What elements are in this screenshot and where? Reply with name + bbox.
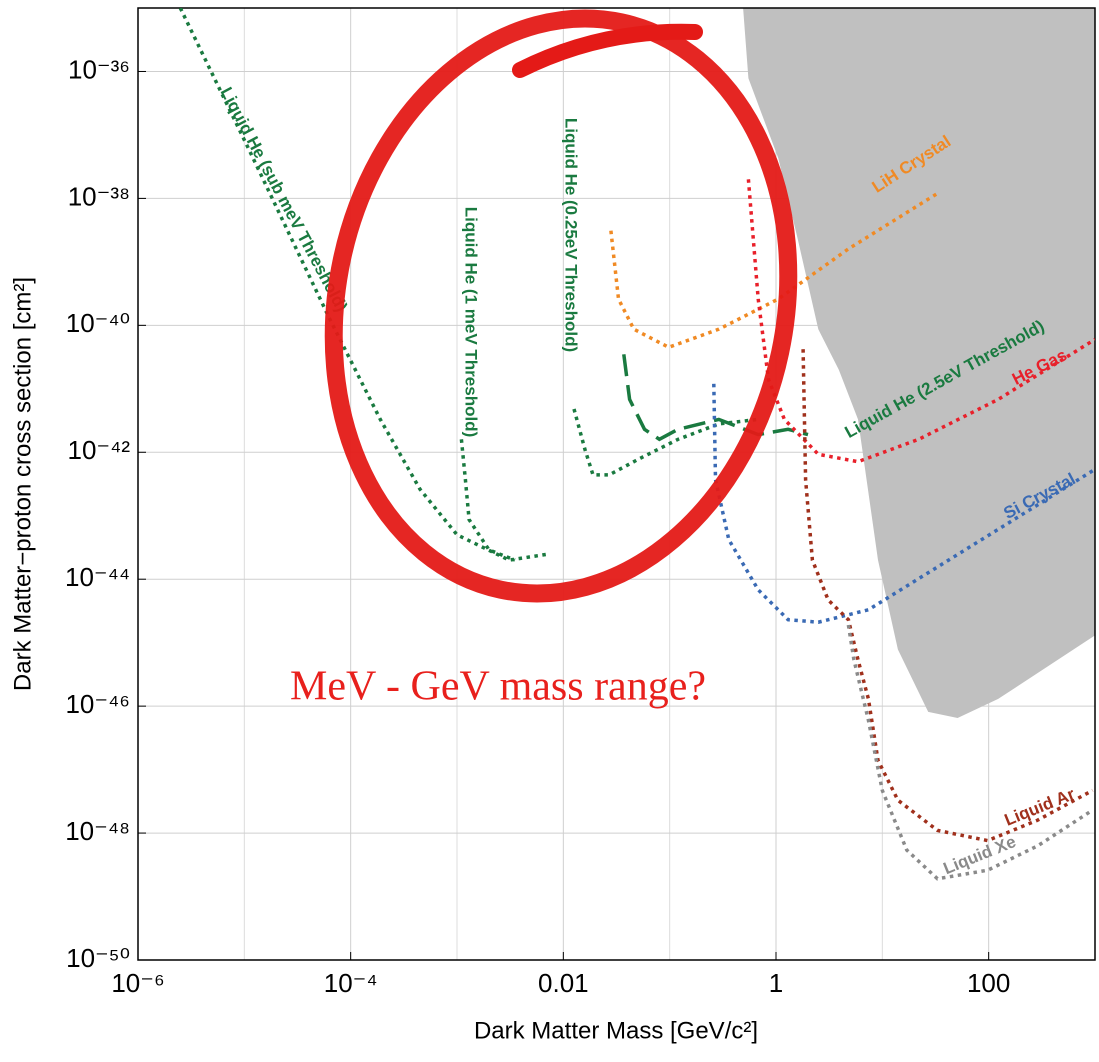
y-tick-label: 10⁻⁵⁰ — [66, 943, 130, 973]
series-line — [846, 624, 1094, 881]
highlight-tail — [512, 23, 703, 78]
series-line — [609, 191, 939, 350]
series-label: Liquid He (1 meV Threshold) — [462, 207, 481, 437]
y-tick-label: 10⁻⁴⁴ — [65, 562, 130, 592]
y-tick-label: 10⁻³⁸ — [68, 181, 130, 211]
series-line — [712, 383, 1095, 624]
series-line — [459, 439, 516, 562]
x-tick-label: 0.01 — [538, 968, 589, 998]
y-tick-label: 10⁻⁴² — [68, 435, 131, 465]
series-line — [746, 179, 1095, 464]
series-label: Liquid Ar — [1002, 784, 1078, 829]
annotation: MeV - GeV mass range? — [290, 664, 706, 710]
series-label: Liquid He (0.25eV Threshold) — [562, 118, 581, 352]
series-line — [178, 8, 550, 562]
excluded-region — [743, 8, 1095, 718]
x-tick-label: 100 — [967, 968, 1010, 998]
y-tick-label: 10⁻³⁶ — [68, 54, 130, 84]
highlight-ellipse — [324, 9, 798, 603]
plot-frame — [137, 7, 1096, 961]
x-tick-label: 1 — [769, 968, 783, 998]
x-axis-label: Dark Matter Mass [GeV/c²] — [474, 1017, 758, 1044]
series-line — [622, 354, 809, 442]
x-tick-label: 10⁻⁶ — [111, 968, 164, 998]
series-line — [801, 349, 1094, 843]
y-tick-label: 10⁻⁴⁰ — [66, 308, 130, 338]
series-label: Liquid Xe — [941, 832, 1019, 878]
y-tick-label: 10⁻⁴⁸ — [65, 816, 130, 846]
x-tick-label: 10⁻⁴ — [324, 968, 378, 998]
y-tick-label: 10⁻⁴⁶ — [65, 689, 130, 719]
y-axis-label: Dark Matter−proton cross section [cm²] — [9, 277, 36, 691]
